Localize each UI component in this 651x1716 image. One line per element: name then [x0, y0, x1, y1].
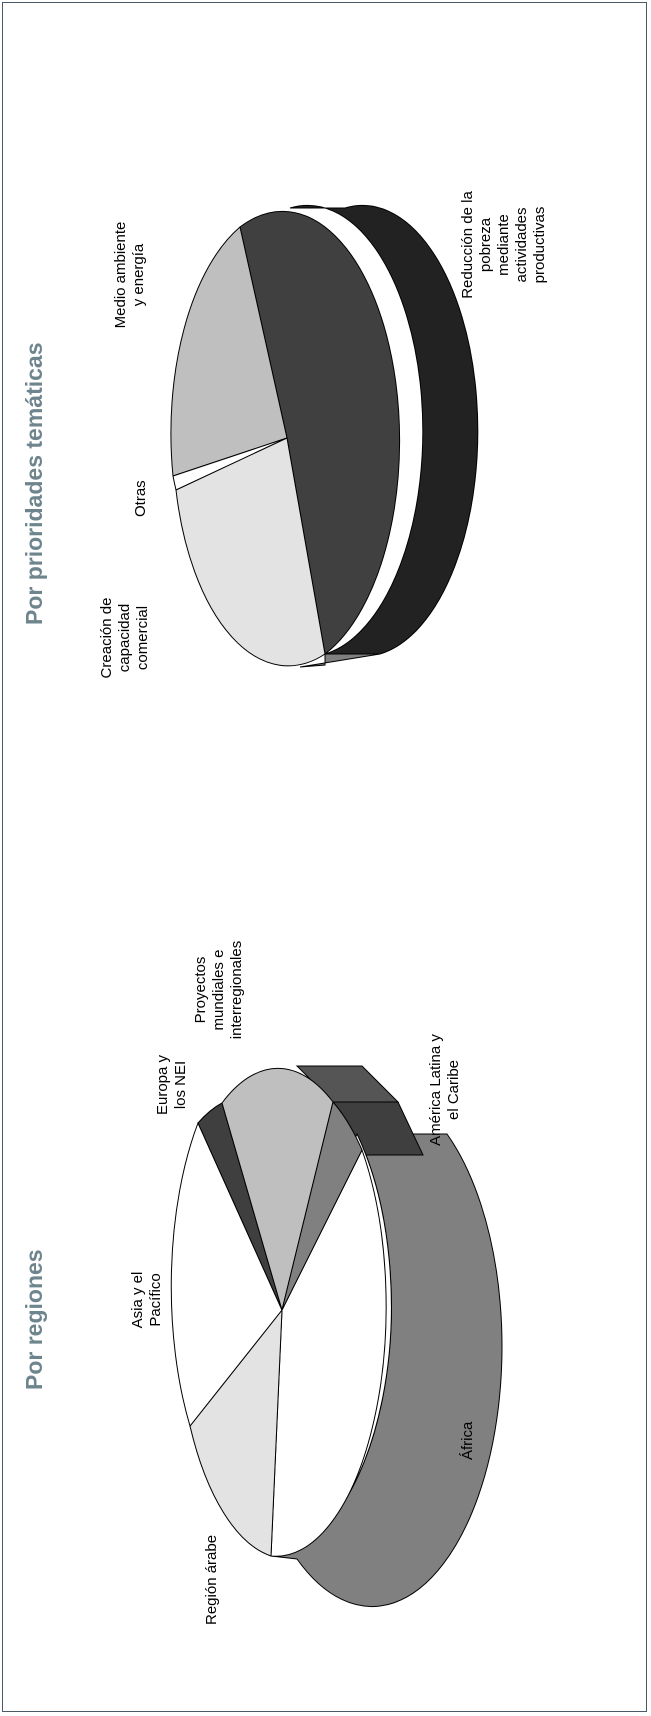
slice-asia: [170, 1121, 283, 1428]
slice-trade: [175, 437, 326, 667]
svg-text:el Caribe: el Caribe: [445, 1060, 462, 1120]
svg-text:actividades: actividades: [513, 207, 530, 282]
svg-text:Europa y: Europa y: [154, 1054, 171, 1115]
slice-env: [170, 226, 288, 477]
svg-text:Medio ambiente: Medio ambiente: [112, 222, 129, 329]
chart-regions: Por regiones África Región árabe Asia y …: [21, 941, 503, 1625]
svg-text:productivas: productivas: [531, 207, 548, 284]
label-global: Proyectos mundiales e interregionales: [192, 941, 245, 1039]
svg-text:capacidad: capacidad: [116, 604, 133, 672]
svg-text:Pacífico: Pacífico: [147, 1273, 164, 1326]
slice-global: [221, 1067, 334, 1312]
svg-text:Proyectos: Proyectos: [192, 957, 209, 1024]
svg-text:mundiales e: mundiales e: [210, 950, 227, 1031]
svg-text:los NEI: los NEI: [172, 1061, 189, 1109]
slice-arab: [189, 1308, 283, 1557]
slice-africa-main: [270, 1148, 387, 1557]
svg-text:Reducción de la: Reducción de la: [459, 191, 476, 299]
label-env: Medio ambiente y energía: [112, 222, 147, 329]
label-latam: América Latina y el Caribe: [427, 1034, 462, 1146]
chart-priorities-title: Por prioridades temáticas: [21, 343, 47, 626]
chart-regions-title: Por regiones: [21, 1249, 47, 1390]
label-poverty: Reducción de la pobreza mediante activid…: [459, 191, 548, 299]
chart-priorities: Por prioridades temáticas Reducción de l…: [21, 191, 548, 679]
slice-latam: [281, 1100, 363, 1311]
svg-text:pobreza: pobreza: [477, 217, 494, 272]
svg-text:mediante: mediante: [495, 214, 512, 276]
label-africa: África: [459, 1421, 476, 1460]
label-asia: Asia y el Pacífico: [129, 1272, 164, 1329]
label-arab: Región árabe: [203, 1535, 220, 1625]
label-other: Otras: [132, 480, 149, 517]
svg-text:y energía: y energía: [130, 243, 147, 306]
svg-text:comercial: comercial: [134, 606, 151, 670]
slice-poverty: [239, 210, 401, 655]
label-trade: Creación de capacidad comercial: [98, 598, 151, 679]
svg-text:interregionales: interregionales: [228, 941, 245, 1039]
label-europe: Europa y los NEI: [154, 1054, 189, 1115]
svg-text:América Latina y: América Latina y: [427, 1034, 444, 1146]
svg-text:Creación de: Creación de: [98, 598, 115, 679]
svg-text:Asia y el: Asia y el: [129, 1272, 146, 1329]
